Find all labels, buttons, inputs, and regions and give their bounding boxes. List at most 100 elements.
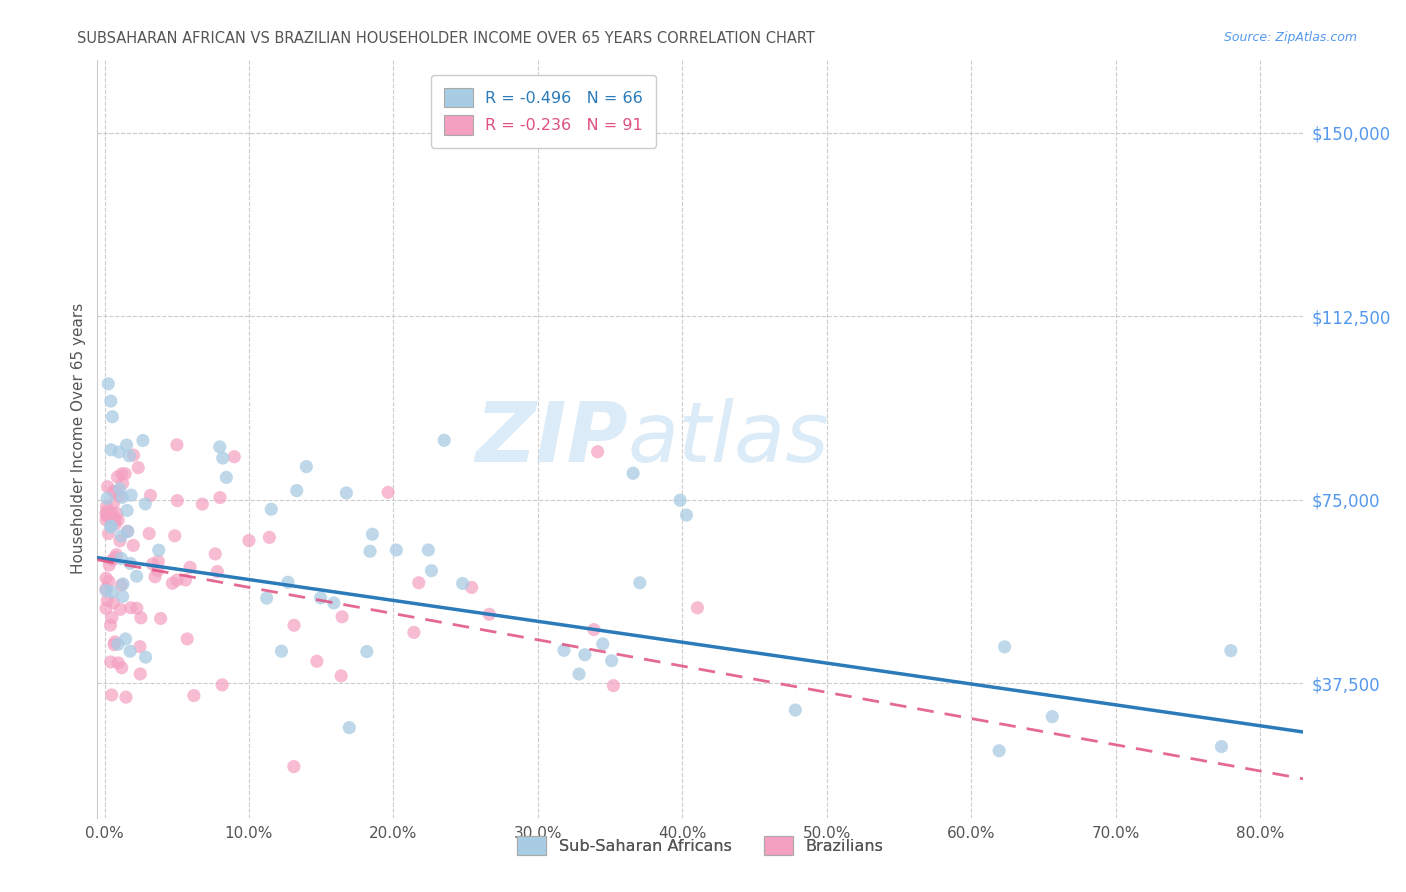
Point xyxy=(451,576,474,591)
Point xyxy=(785,703,807,717)
Point xyxy=(377,485,399,500)
Point xyxy=(97,526,120,541)
Point xyxy=(322,596,344,610)
Point xyxy=(337,721,360,735)
Point xyxy=(101,553,124,567)
Point xyxy=(107,656,129,670)
Point xyxy=(1211,739,1233,754)
Point xyxy=(100,618,122,632)
Point xyxy=(114,632,136,646)
Point xyxy=(103,496,125,510)
Point xyxy=(259,530,281,544)
Point xyxy=(104,484,127,499)
Point xyxy=(117,524,139,539)
Point xyxy=(104,517,127,532)
Point xyxy=(101,610,124,624)
Point xyxy=(174,573,197,587)
Point xyxy=(117,524,139,539)
Point xyxy=(94,601,117,615)
Point xyxy=(96,593,118,607)
Point xyxy=(148,554,170,568)
Point xyxy=(100,655,122,669)
Point xyxy=(215,470,238,484)
Point xyxy=(238,533,260,548)
Text: Source: ZipAtlas.com: Source: ZipAtlas.com xyxy=(1223,31,1357,45)
Point xyxy=(418,543,440,558)
Point xyxy=(111,661,134,675)
Point xyxy=(100,688,122,702)
Point xyxy=(335,486,357,500)
Point xyxy=(166,438,188,452)
Point xyxy=(107,513,129,527)
Point xyxy=(97,574,120,589)
Point xyxy=(208,491,231,505)
Point xyxy=(96,504,118,518)
Point xyxy=(110,578,132,592)
Point xyxy=(100,520,122,534)
Point xyxy=(148,543,170,558)
Point xyxy=(103,596,125,610)
Point xyxy=(553,643,575,657)
Point xyxy=(359,544,381,558)
Point xyxy=(211,451,233,466)
Point xyxy=(994,640,1017,654)
Point xyxy=(118,449,141,463)
Point xyxy=(101,585,124,599)
Point xyxy=(420,564,443,578)
Point xyxy=(385,543,408,558)
Point xyxy=(132,434,155,448)
Point xyxy=(166,493,188,508)
Point xyxy=(283,759,305,773)
Point xyxy=(110,529,132,543)
Point xyxy=(103,638,125,652)
Point xyxy=(568,667,591,681)
Point xyxy=(94,571,117,585)
Point xyxy=(183,689,205,703)
Point xyxy=(208,440,231,454)
Point xyxy=(97,376,120,391)
Point xyxy=(135,650,157,665)
Point xyxy=(166,573,188,587)
Point xyxy=(111,577,134,591)
Point xyxy=(101,409,124,424)
Point xyxy=(675,508,697,522)
Point xyxy=(104,635,127,649)
Point xyxy=(125,569,148,583)
Point xyxy=(96,480,118,494)
Point xyxy=(460,581,482,595)
Point xyxy=(260,502,283,516)
Point xyxy=(107,637,129,651)
Point xyxy=(283,618,305,632)
Point xyxy=(1040,709,1063,723)
Point xyxy=(285,483,308,498)
Point xyxy=(115,503,138,517)
Point xyxy=(94,583,117,598)
Point xyxy=(207,565,229,579)
Point xyxy=(179,560,201,574)
Text: atlas: atlas xyxy=(628,399,830,479)
Point xyxy=(125,601,148,615)
Point xyxy=(114,467,136,481)
Point xyxy=(111,491,134,505)
Point xyxy=(94,582,117,596)
Point xyxy=(103,511,125,525)
Point xyxy=(295,459,318,474)
Point xyxy=(433,434,456,448)
Point xyxy=(110,602,132,616)
Text: SUBSAHARAN AFRICAN VS BRAZILIAN HOUSEHOLDER INCOME OVER 65 YEARS CORRELATION CHA: SUBSAHARAN AFRICAN VS BRAZILIAN HOUSEHOL… xyxy=(77,31,815,46)
Point xyxy=(101,506,124,520)
Point xyxy=(309,591,332,605)
Point xyxy=(122,448,145,462)
Point xyxy=(108,489,131,503)
Point xyxy=(600,654,623,668)
Point xyxy=(330,669,353,683)
Point xyxy=(94,513,117,527)
Point xyxy=(104,550,127,565)
Point xyxy=(111,590,134,604)
Point xyxy=(110,551,132,566)
Point xyxy=(105,507,128,521)
Point xyxy=(138,526,160,541)
Point xyxy=(115,438,138,452)
Point xyxy=(988,744,1011,758)
Point xyxy=(163,529,186,543)
